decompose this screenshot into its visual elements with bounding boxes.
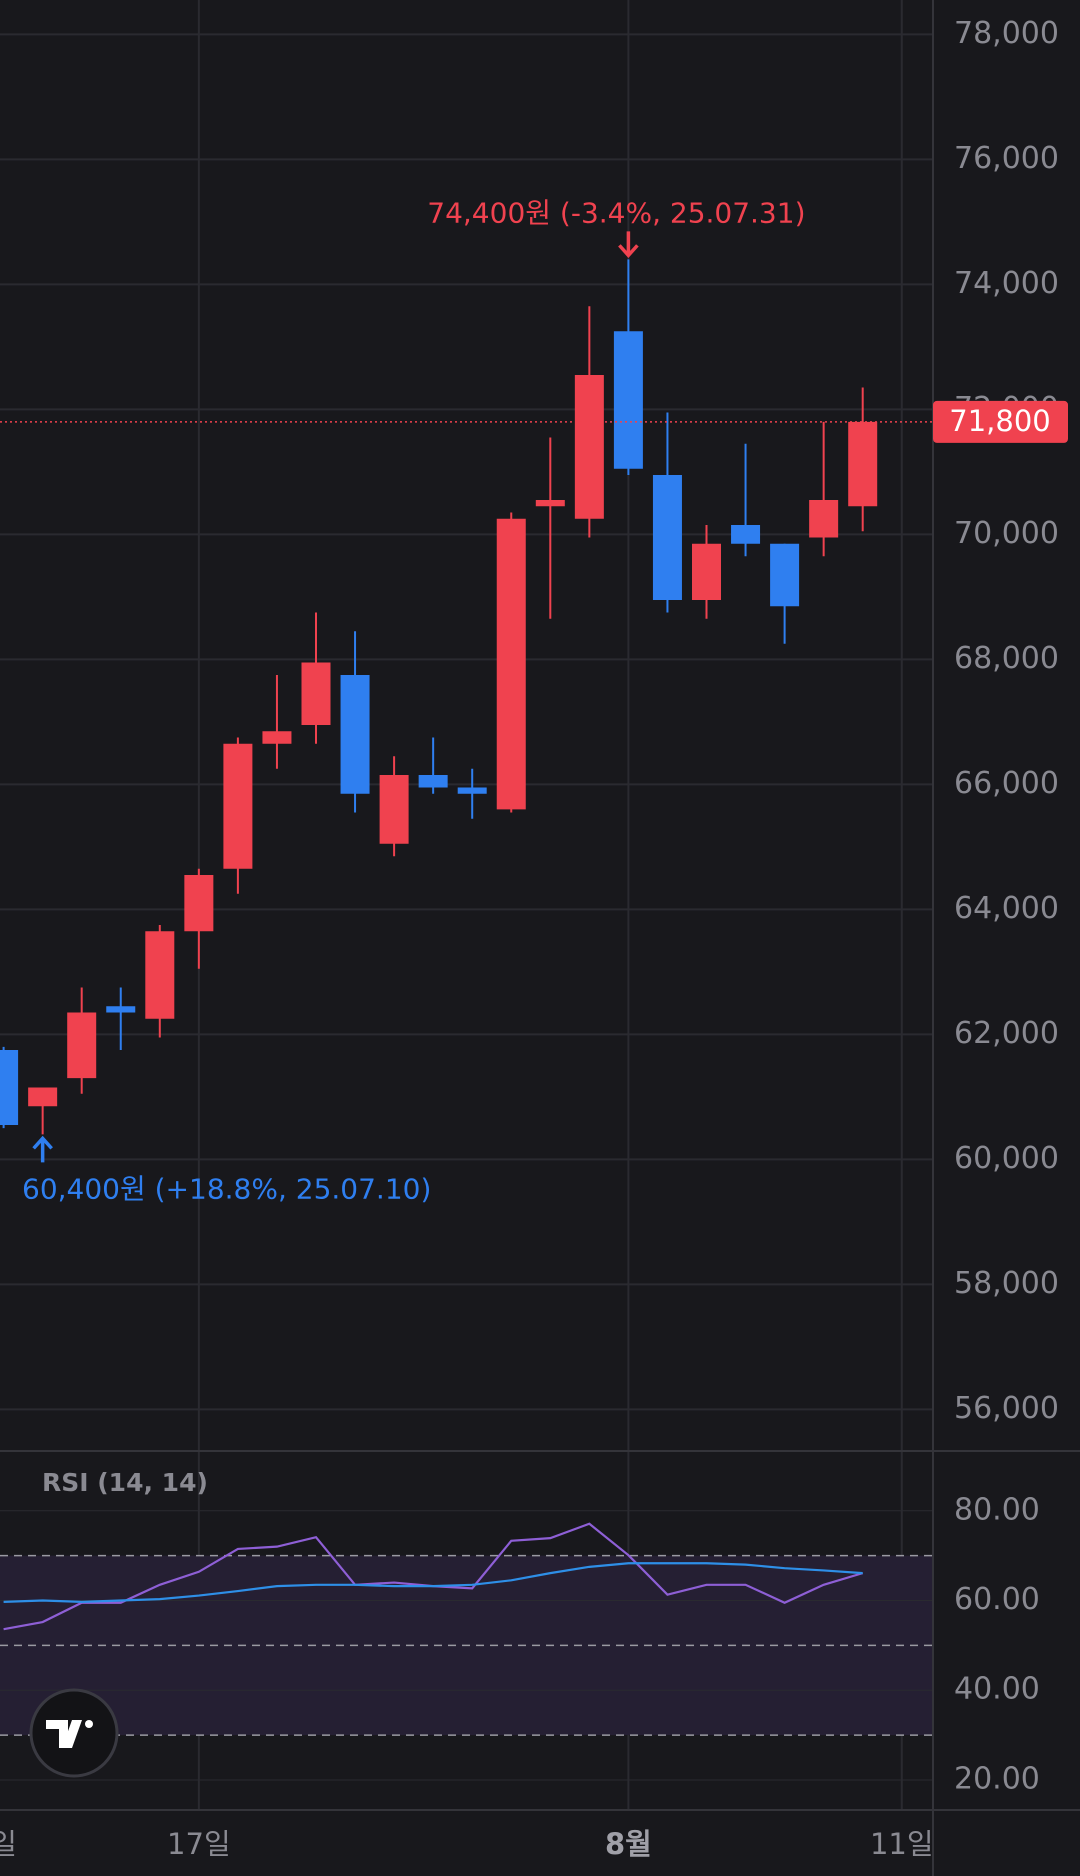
y-tick-label: 58,000: [954, 1266, 1059, 1301]
y-tick-label: 40.00: [954, 1672, 1040, 1707]
candle-body: [770, 543, 800, 607]
candle-body: [67, 1012, 97, 1079]
x-tick-label: 일: [0, 1827, 17, 1861]
candle-body: [106, 1006, 136, 1013]
y-tick-label: 76,000: [954, 141, 1059, 176]
y-tick-label: 62,000: [954, 1016, 1059, 1051]
y-tick-label: 60,000: [954, 1141, 1059, 1176]
y-tick-label: 70,000: [954, 516, 1059, 551]
tradingview-logo[interactable]: [29, 1688, 119, 1778]
y-tick-label: 74,000: [954, 266, 1059, 301]
x-tick-label: 8월: [605, 1827, 652, 1861]
high-annotation: 74,400원 (-3.4%, 25.07.31): [427, 196, 805, 229]
low-annotation: 60,400원 (+18.8%, 25.07.10): [22, 1172, 431, 1205]
y-tick-label: 56,000: [954, 1391, 1059, 1426]
logo-dot: [85, 1720, 93, 1728]
candle-body: [457, 787, 487, 794]
y-tick-label: 68,000: [954, 641, 1059, 676]
candle-body: [848, 421, 878, 507]
candle-body: [184, 875, 214, 932]
high-arrow: [618, 231, 639, 258]
y-tick-label: 20.00: [954, 1761, 1040, 1796]
candle-body: [223, 743, 253, 869]
candle-body: [0, 1050, 19, 1125]
y-tick-label: 60.00: [954, 1582, 1040, 1617]
low-arrow: [32, 1135, 53, 1163]
x-tick-label: 11일: [870, 1827, 934, 1861]
candle-body: [652, 475, 682, 600]
last-price-label: 71,800: [949, 404, 1050, 438]
rsi-title: RSI (14, 14): [42, 1468, 208, 1497]
y-tick-label: 80.00: [954, 1492, 1040, 1527]
candle-body: [692, 543, 721, 600]
candle-body: [379, 775, 409, 844]
candle-body: [613, 331, 643, 469]
candle-body: [301, 662, 331, 725]
candle-body: [731, 525, 761, 544]
candle-body: [535, 500, 565, 507]
layers: 74,400원 (-3.4%, 25.07.31) 60,400원 (+18.8%…: [0, 0, 933, 1810]
candle-body: [574, 375, 604, 519]
candle-body: [496, 518, 526, 810]
logo-glyph: [46, 1720, 82, 1748]
candle-body: [418, 775, 448, 788]
candle-body: [145, 931, 175, 1019]
rsi-line: [3, 1562, 863, 1603]
candle-body: [809, 500, 839, 538]
y-tick-label: 64,000: [954, 891, 1059, 926]
candle-body: [28, 1087, 58, 1107]
candle-body: [262, 731, 292, 744]
last-price-box: [933, 400, 1068, 443]
candle-body: [340, 675, 370, 794]
y-tick-label: 78,000: [954, 16, 1059, 51]
y-tick-label: 66,000: [954, 766, 1059, 801]
x-tick-label: 17일: [167, 1827, 231, 1861]
